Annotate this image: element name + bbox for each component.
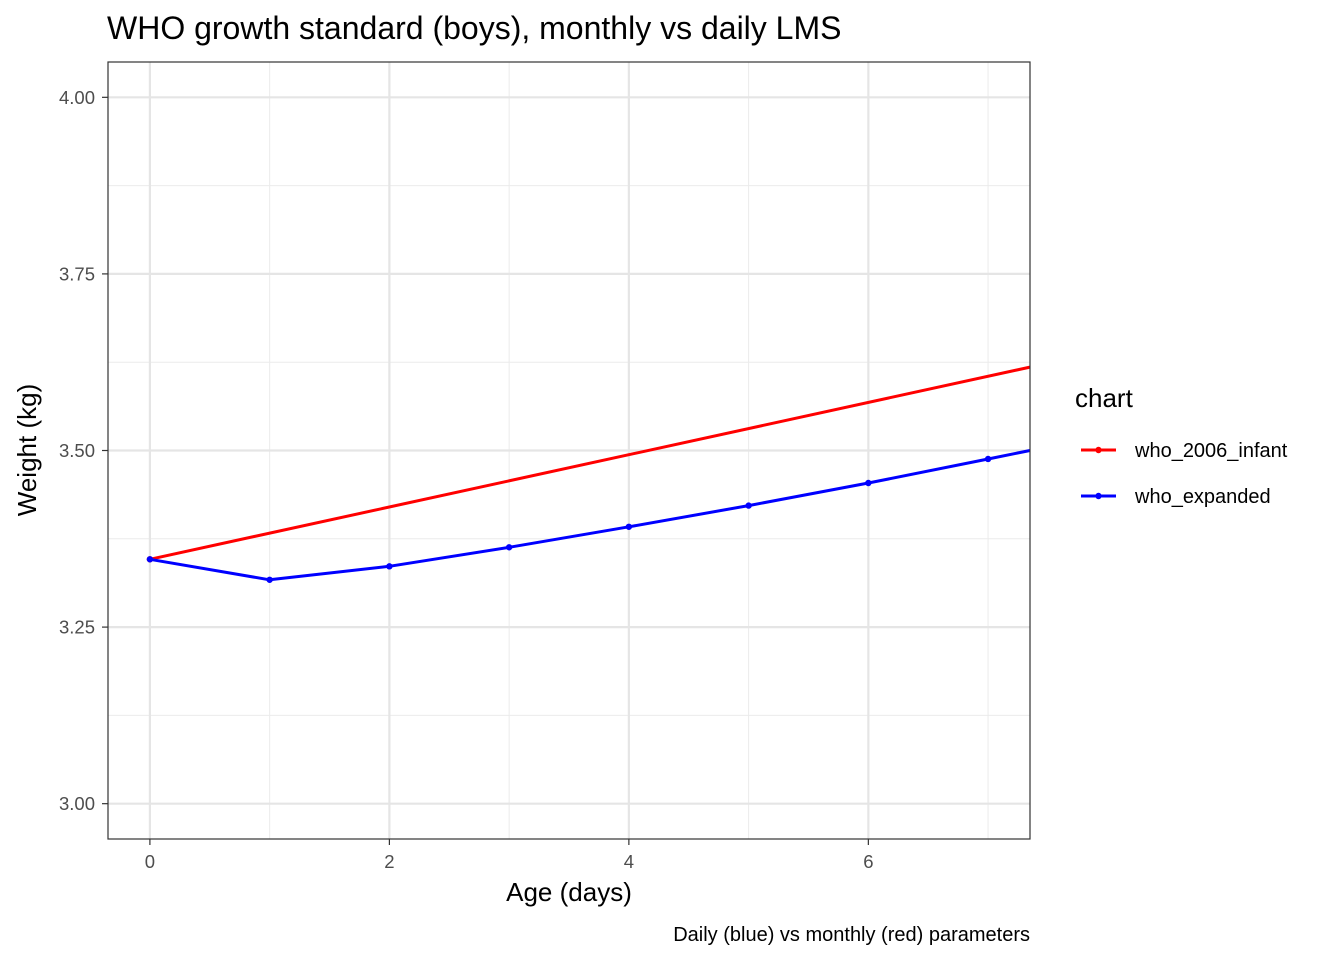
y-tick-label: 3.00 [59,793,95,814]
y-tick-label: 3.75 [59,263,95,284]
chart-caption: Daily (blue) vs monthly (red) parameters [673,924,1030,946]
y-tick-label: 4.00 [59,87,95,108]
legend-key-point [1095,446,1102,454]
data-point-who_expanded [146,556,154,563]
data-point-who_expanded [984,455,992,463]
series-layer [146,365,1031,583]
y-axis: 3.00 3.25 3.50 3.75 4.00 [59,87,108,814]
data-point-who_expanded [266,576,273,583]
data-point-who_expanded [865,479,872,487]
legend-key-point [1095,492,1102,500]
chart-title: WHO growth standard (boys), monthly vs d… [107,10,841,46]
x-tick-label: 4 [624,851,634,872]
y-tick-label: 3.25 [59,617,95,638]
x-tick-label: 0 [145,851,155,872]
y-axis-title: Weight (kg) [12,384,42,516]
legend-label: who_2006_infant [1134,440,1288,462]
data-point-who_expanded [505,544,513,551]
x-axis-title: Age (days) [506,877,632,907]
x-tick-label: 2 [384,851,394,872]
data-point-who_expanded [386,563,393,570]
grid-major [108,62,1030,839]
x-axis: 0 2 4 6 [145,839,873,872]
legend-label: who_expanded [1134,486,1271,508]
legend-keys: who_2006_infant who_expanded [1081,440,1288,508]
data-point-who_expanded [625,523,633,530]
legend-title: chart [1075,383,1134,413]
data-point-who_expanded [745,502,752,509]
y-tick-label: 3.50 [59,440,95,461]
x-tick-label: 6 [863,851,873,872]
series-line-who_2006_infant [149,365,1031,561]
legend: chart who_2006_infant who_expanded [1075,383,1288,508]
